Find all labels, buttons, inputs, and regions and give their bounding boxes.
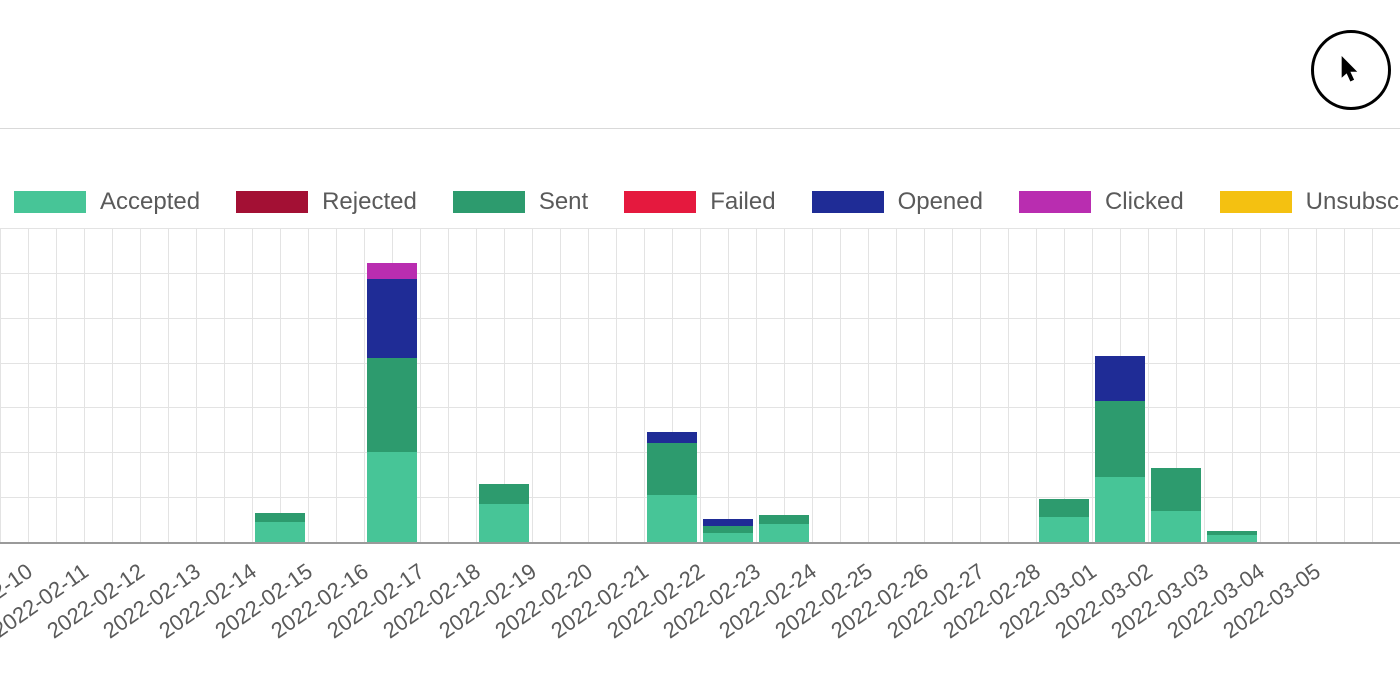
bar-2022-03-03[interactable]: [1207, 531, 1257, 542]
bar-2022-02-18[interactable]: [479, 484, 529, 542]
legend-swatch-clicked: [1019, 191, 1091, 213]
bar-2022-02-28[interactable]: [1039, 499, 1089, 542]
bar-seg-sent: [255, 513, 305, 522]
bar-seg-opened: [367, 279, 417, 358]
legend-label-accepted: Accepted: [100, 188, 200, 216]
bar-seg-sent: [647, 443, 697, 495]
legend-item-clicked[interactable]: Clicked: [1019, 188, 1184, 216]
cursor-indicator: [1311, 30, 1391, 110]
bar-seg-accepted: [647, 495, 697, 542]
bar-seg-accepted: [703, 533, 753, 542]
legend-swatch-unsubscribed: [1220, 191, 1292, 213]
legend-swatch-opened: [812, 191, 884, 213]
chart-legend: Accepted Rejected Sent Failed Opened Clicked U…: [14, 188, 1400, 216]
bar-seg-accepted: [1151, 511, 1201, 542]
chart-bars: [0, 228, 1400, 542]
legend-label-rejected: Rejected: [322, 188, 417, 216]
legend-item-accepted[interactable]: Accepted: [14, 188, 200, 216]
bar-seg-sent: [367, 358, 417, 452]
legend-label-opened: Opened: [898, 188, 983, 216]
bar-seg-sent: [1095, 401, 1145, 477]
bar-seg-opened: [703, 519, 753, 526]
legend-swatch-sent: [453, 191, 525, 213]
bar-seg-accepted: [255, 522, 305, 542]
bar-2022-03-01[interactable]: [1095, 356, 1145, 542]
bar-2022-02-23[interactable]: [759, 515, 809, 542]
cursor-arrow-icon: [1340, 56, 1362, 84]
bar-2022-02-22[interactable]: [703, 519, 753, 542]
bar-seg-sent: [1039, 499, 1089, 517]
legend-label-sent: Sent: [539, 188, 588, 216]
bar-seg-accepted: [759, 524, 809, 542]
legend-swatch-rejected: [236, 191, 308, 213]
legend-swatch-accepted: [14, 191, 86, 213]
legend-swatch-failed: [624, 191, 696, 213]
legend-label-failed: Failed: [710, 188, 775, 216]
bar-seg-sent: [759, 515, 809, 524]
legend-label-clicked: Clicked: [1105, 188, 1184, 216]
legend-label-unsubscribed: Unsubscribed: [1306, 188, 1400, 216]
legend-item-sent[interactable]: Sent: [453, 188, 588, 216]
bar-seg-accepted: [1039, 517, 1089, 542]
bar-seg-opened: [647, 432, 697, 443]
bar-seg-accepted: [1207, 535, 1257, 542]
bar-seg-accepted: [1095, 477, 1145, 542]
bar-seg-clicked: [367, 263, 417, 279]
top-divider: [0, 128, 1400, 129]
bar-2022-02-21[interactable]: [647, 432, 697, 542]
bar-seg-accepted: [479, 504, 529, 542]
bar-seg-sent: [1151, 468, 1201, 511]
legend-item-unsubscribed[interactable]: Unsubscribed: [1220, 188, 1400, 216]
bar-seg-sent: [703, 526, 753, 533]
chart-x-labels: 2022-02-092022-02-102022-02-112022-02-12…: [0, 542, 1400, 694]
bar-2022-02-16[interactable]: [367, 263, 417, 542]
legend-item-rejected[interactable]: Rejected: [236, 188, 417, 216]
bar-seg-accepted: [367, 452, 417, 542]
bar-2022-02-14[interactable]: [255, 513, 305, 542]
bar-2022-03-02[interactable]: [1151, 468, 1201, 542]
legend-item-opened[interactable]: Opened: [812, 188, 983, 216]
legend-item-failed[interactable]: Failed: [624, 188, 775, 216]
bar-seg-sent: [479, 484, 529, 504]
stacked-bar-chart: [0, 228, 1400, 542]
bar-seg-opened: [1095, 356, 1145, 401]
